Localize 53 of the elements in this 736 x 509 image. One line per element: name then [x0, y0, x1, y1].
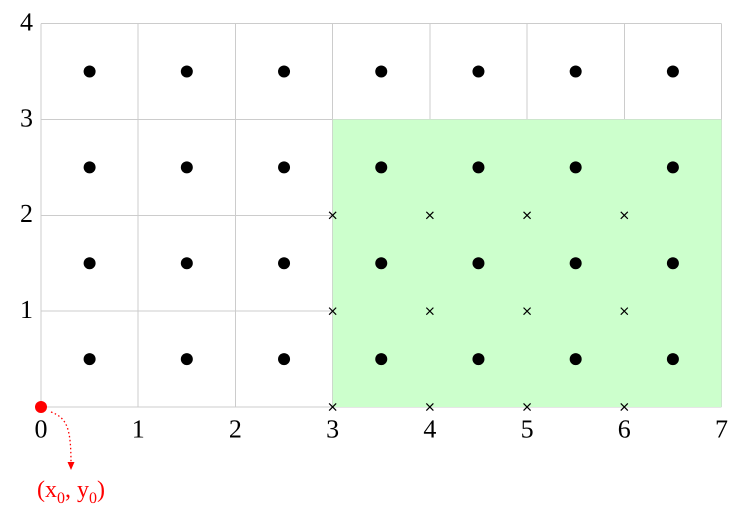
- point: [426, 211, 434, 220]
- point: [278, 161, 290, 174]
- x-tick-label: 6: [618, 414, 631, 444]
- point: [180, 353, 193, 366]
- x-tick-label: 3: [326, 414, 340, 444]
- x-tick-label: 1: [132, 414, 145, 444]
- point: [375, 257, 388, 270]
- point: [620, 307, 628, 316]
- point: [620, 402, 628, 412]
- point: [666, 66, 679, 78]
- point: [180, 257, 193, 270]
- point: [180, 161, 193, 174]
- point: [375, 353, 388, 366]
- point: [472, 257, 484, 270]
- point: [666, 161, 679, 174]
- point: [570, 161, 582, 174]
- point: [570, 257, 582, 270]
- point: [278, 66, 290, 78]
- point: [35, 401, 47, 413]
- x-tick-label: 0: [34, 414, 48, 444]
- point: [375, 66, 388, 78]
- x-tick-label: 2: [228, 414, 242, 444]
- point: [328, 211, 337, 220]
- point: [180, 66, 193, 78]
- point: [522, 402, 532, 412]
- point: [278, 257, 290, 270]
- x-tick-label: 7: [715, 414, 728, 444]
- point: [426, 307, 434, 316]
- point: [375, 161, 388, 174]
- point: [666, 353, 679, 366]
- point: [328, 402, 337, 412]
- x-tick-label: 5: [520, 414, 534, 444]
- point: [84, 161, 96, 174]
- y-tick-label: 3: [20, 103, 33, 132]
- y-tick-label: 4: [20, 7, 33, 36]
- point: [522, 211, 532, 220]
- point: [84, 66, 96, 78]
- y-tick-label: 1: [20, 294, 33, 324]
- x-tick-label: 4: [423, 414, 436, 444]
- point: [666, 257, 679, 270]
- point: [84, 257, 96, 270]
- point: [522, 307, 532, 316]
- point: [426, 402, 434, 412]
- point: [278, 353, 290, 366]
- point: [570, 353, 582, 366]
- point: [620, 211, 628, 220]
- point: [570, 66, 582, 78]
- point: [472, 66, 484, 78]
- point: [84, 353, 96, 366]
- point: [472, 353, 484, 366]
- point: [472, 161, 484, 174]
- y-tick-label: 2: [20, 199, 33, 228]
- point: [328, 307, 337, 316]
